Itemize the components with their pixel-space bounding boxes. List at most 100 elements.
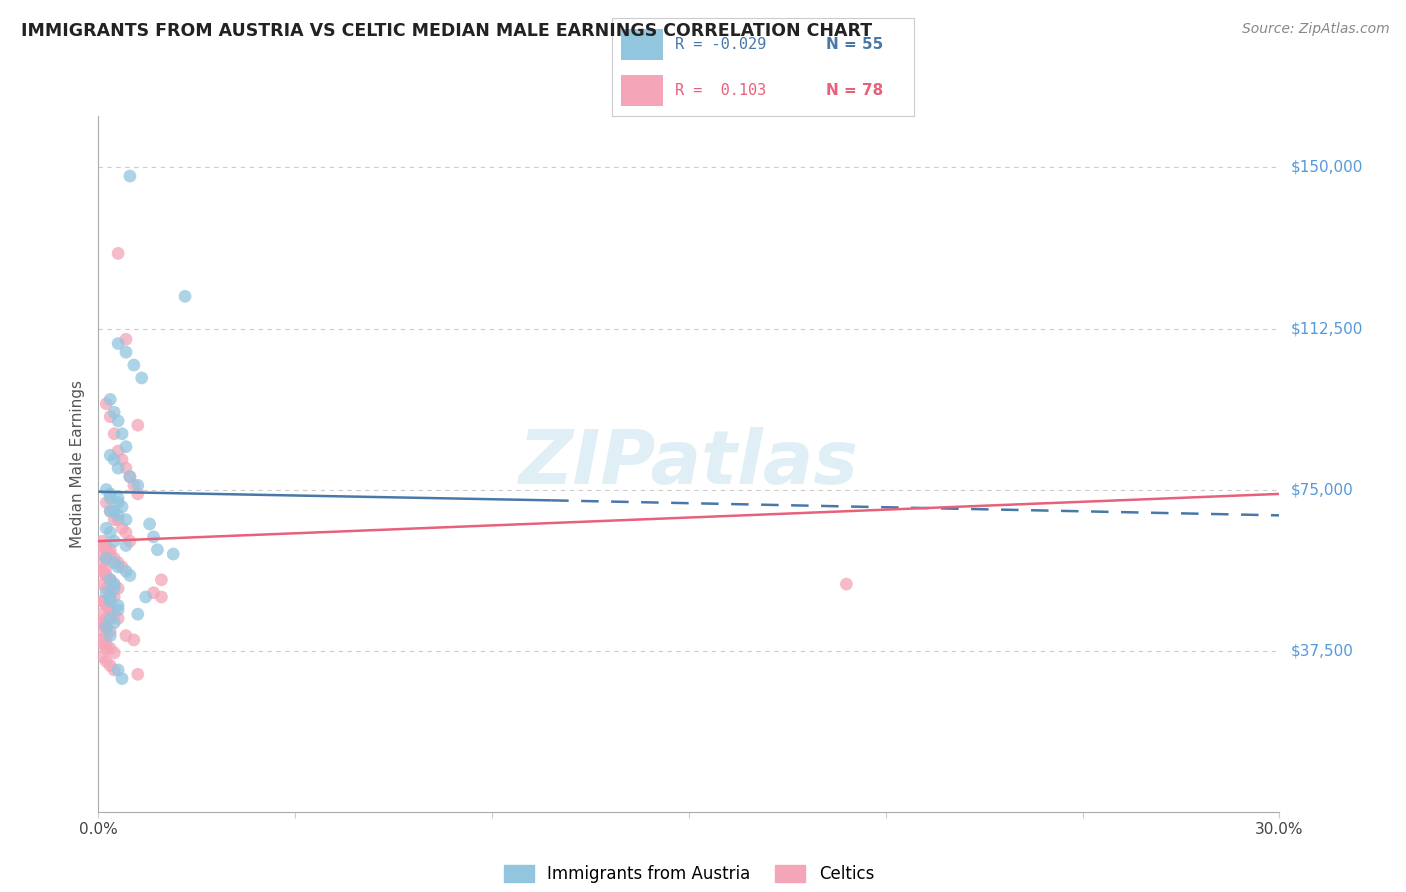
Point — [98, 448, 121, 462]
Point — [96, 560, 118, 574]
Point — [91, 547, 114, 561]
Point — [96, 551, 118, 566]
Point — [96, 542, 118, 557]
Point — [118, 169, 141, 183]
FancyBboxPatch shape — [620, 75, 664, 106]
Point — [98, 658, 121, 673]
Point — [98, 573, 121, 587]
Point — [96, 568, 118, 582]
Point — [96, 397, 118, 411]
Point — [96, 641, 118, 656]
Point — [111, 521, 134, 535]
Point — [98, 392, 121, 407]
Point — [835, 577, 858, 591]
Point — [107, 582, 129, 596]
Point — [91, 594, 114, 608]
Point — [135, 590, 157, 604]
Point — [107, 461, 129, 475]
Text: $37,500: $37,500 — [1291, 643, 1354, 658]
Point — [91, 607, 114, 622]
Point — [115, 525, 138, 540]
Point — [96, 629, 118, 643]
Point — [115, 513, 138, 527]
Point — [115, 461, 138, 475]
Point — [96, 620, 118, 634]
Point — [96, 620, 118, 634]
Text: IMMIGRANTS FROM AUSTRIA VS CELTIC MEDIAN MALE EARNINGS CORRELATION CHART: IMMIGRANTS FROM AUSTRIA VS CELTIC MEDIAN… — [21, 22, 872, 40]
Point — [118, 534, 141, 549]
Point — [96, 654, 118, 668]
Point — [98, 542, 121, 557]
Point — [107, 599, 129, 613]
Point — [103, 556, 125, 570]
Point — [131, 371, 153, 385]
Point — [115, 332, 138, 346]
Point — [98, 573, 121, 587]
Point — [98, 603, 121, 617]
Point — [142, 530, 165, 544]
Point — [127, 418, 149, 433]
Point — [150, 590, 173, 604]
Point — [107, 414, 129, 428]
Point — [107, 508, 129, 523]
Point — [138, 516, 160, 531]
Point — [174, 289, 197, 303]
Point — [115, 440, 138, 454]
Point — [96, 620, 118, 634]
Point — [98, 641, 121, 656]
Y-axis label: Median Male Earnings: Median Male Earnings — [70, 380, 86, 548]
Point — [91, 632, 114, 647]
Point — [91, 538, 114, 552]
Point — [115, 564, 138, 578]
Point — [98, 547, 121, 561]
Point — [103, 426, 125, 441]
Point — [96, 483, 118, 497]
Point — [103, 534, 125, 549]
Point — [91, 594, 114, 608]
Point — [98, 590, 121, 604]
Point — [103, 663, 125, 677]
Point — [96, 568, 118, 582]
Point — [98, 611, 121, 625]
Point — [103, 615, 125, 630]
Text: $75,000: $75,000 — [1291, 482, 1354, 497]
Point — [91, 534, 114, 549]
Point — [103, 582, 125, 596]
Point — [118, 469, 141, 483]
Point — [142, 585, 165, 599]
Text: N = 55: N = 55 — [827, 37, 883, 52]
Point — [146, 542, 169, 557]
Point — [96, 599, 118, 613]
Point — [107, 495, 129, 509]
Point — [103, 452, 125, 467]
Point — [111, 426, 134, 441]
Point — [98, 629, 121, 643]
Point — [107, 513, 129, 527]
Point — [103, 405, 125, 419]
Text: R = -0.029: R = -0.029 — [675, 37, 766, 52]
Point — [103, 577, 125, 591]
Point — [118, 568, 141, 582]
Point — [111, 452, 134, 467]
Point — [103, 577, 125, 591]
Point — [107, 336, 129, 351]
Point — [115, 538, 138, 552]
Point — [91, 650, 114, 665]
Point — [96, 599, 118, 613]
Point — [115, 345, 138, 359]
Point — [96, 637, 118, 651]
Point — [91, 615, 114, 630]
Point — [98, 491, 121, 506]
Point — [103, 590, 125, 604]
Point — [150, 573, 173, 587]
Text: R =  0.103: R = 0.103 — [675, 83, 766, 98]
Point — [98, 594, 121, 608]
Point — [103, 504, 125, 518]
Point — [91, 615, 114, 630]
Point — [122, 478, 145, 492]
Point — [122, 358, 145, 372]
Point — [103, 513, 125, 527]
Point — [107, 611, 129, 625]
Text: $150,000: $150,000 — [1291, 160, 1362, 175]
Point — [98, 525, 121, 540]
